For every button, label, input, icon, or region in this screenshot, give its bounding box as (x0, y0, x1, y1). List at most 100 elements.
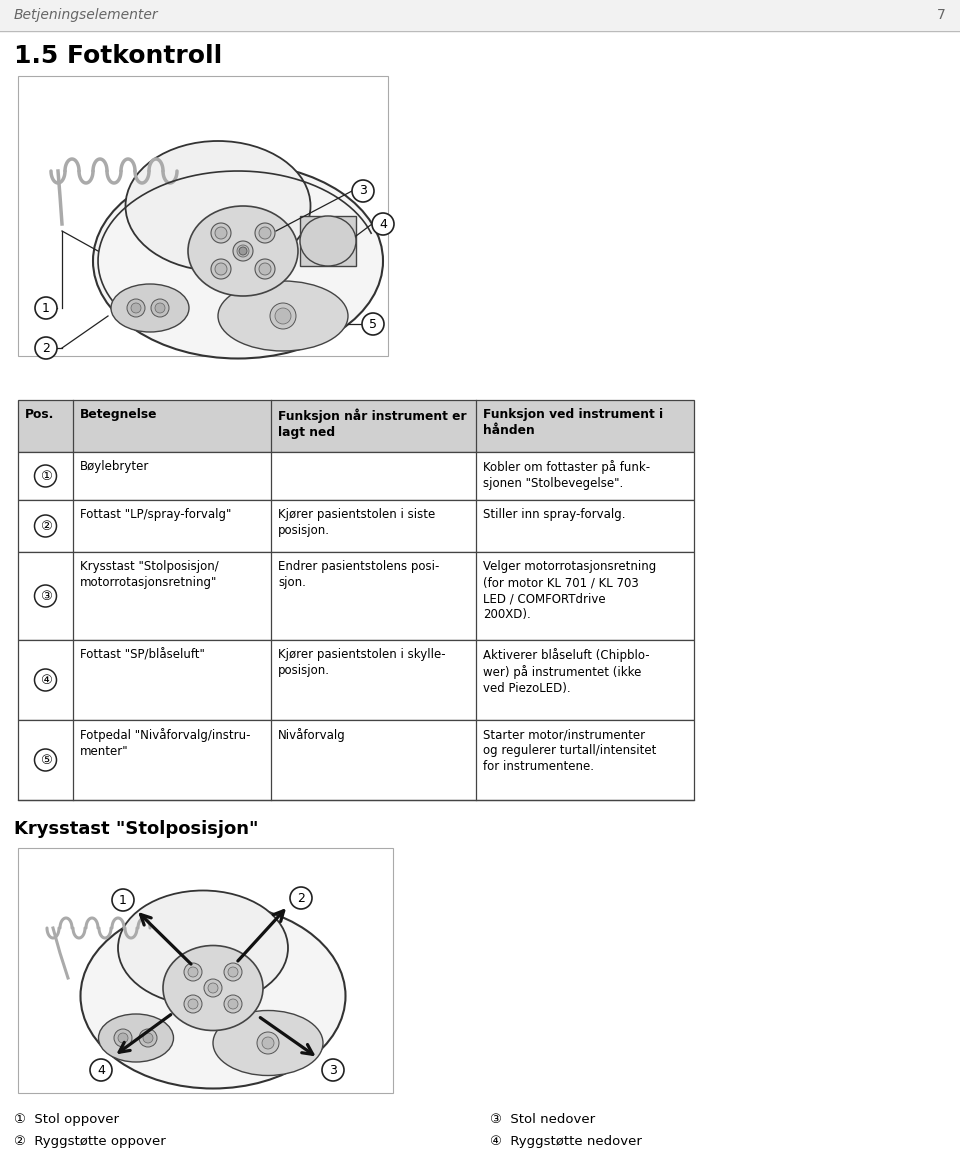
Bar (18, 452, 694, 500)
Text: ①: ① (39, 470, 52, 483)
Circle shape (188, 999, 198, 1009)
Ellipse shape (188, 206, 298, 296)
Circle shape (228, 967, 238, 977)
Text: 1.5 Fotkontroll: 1.5 Fotkontroll (14, 44, 223, 68)
Circle shape (35, 669, 57, 691)
Bar (300, 216, 356, 266)
Circle shape (224, 995, 242, 1013)
Circle shape (112, 888, 134, 911)
Text: Krysstast "Stolposisjon/
motorrotasjonsretning": Krysstast "Stolposisjon/ motorrotasjonsr… (80, 560, 219, 589)
Circle shape (35, 515, 57, 538)
Text: ①  Stol oppover: ① Stol oppover (14, 1114, 119, 1126)
Circle shape (290, 887, 312, 909)
Circle shape (35, 749, 57, 771)
Ellipse shape (93, 163, 383, 358)
Text: ③: ③ (39, 590, 52, 603)
Text: Kobler om fottaster på funk-
sjonen "Stolbevegelse".: Kobler om fottaster på funk- sjonen "Sto… (483, 461, 650, 490)
Circle shape (188, 967, 198, 977)
Bar (18, 552, 694, 640)
Circle shape (143, 1033, 153, 1044)
Text: Fottast "LP/spray-forvalg": Fottast "LP/spray-forvalg" (80, 508, 231, 521)
Circle shape (114, 1030, 132, 1047)
Text: Kjører pasientstolen i skylle-
posisjon.: Kjører pasientstolen i skylle- posisjon. (278, 648, 445, 677)
Ellipse shape (300, 216, 356, 266)
Ellipse shape (213, 1011, 323, 1075)
Circle shape (35, 297, 57, 319)
Circle shape (322, 1059, 344, 1081)
Text: 4: 4 (379, 218, 387, 231)
Text: Aktiverer blåseluft (Chipblo-
wer) på instrumentet (ikke
ved PiezoLED).: Aktiverer blåseluft (Chipblo- wer) på in… (483, 648, 650, 695)
Circle shape (184, 995, 202, 1013)
Circle shape (151, 298, 169, 317)
Circle shape (255, 223, 275, 243)
Circle shape (127, 298, 145, 317)
Ellipse shape (218, 281, 348, 351)
Text: Bøylebryter: Bøylebryter (80, 461, 150, 473)
Text: Fottast "SP/blåseluft": Fottast "SP/blåseluft" (80, 648, 204, 661)
Text: Nivåforvalg: Nivåforvalg (278, 728, 346, 742)
Text: 2: 2 (297, 892, 305, 905)
Text: Endrer pasientstolens posi-
sjon.: Endrer pasientstolens posi- sjon. (278, 560, 440, 589)
Text: Stiller inn spray-forvalg.: Stiller inn spray-forvalg. (483, 508, 626, 521)
Bar (18, 76, 388, 356)
Bar (18, 640, 694, 719)
Text: 3: 3 (329, 1063, 337, 1076)
Text: Pos.: Pos. (25, 408, 55, 421)
Text: 7: 7 (937, 8, 946, 22)
Circle shape (259, 227, 271, 239)
Circle shape (257, 1032, 279, 1054)
Text: ②  Ryggstøtte oppover: ② Ryggstøtte oppover (14, 1135, 166, 1149)
Circle shape (275, 308, 291, 324)
Circle shape (211, 223, 231, 243)
Text: 5: 5 (369, 317, 377, 330)
Circle shape (262, 1037, 274, 1049)
Circle shape (362, 312, 384, 335)
Ellipse shape (81, 904, 346, 1089)
Circle shape (352, 180, 374, 202)
Bar (18, 719, 694, 800)
Circle shape (35, 585, 57, 607)
Circle shape (228, 999, 238, 1009)
Text: Krysstast "Stolposisjon": Krysstast "Stolposisjon" (14, 820, 258, 838)
Circle shape (208, 983, 218, 993)
Text: ②: ② (39, 520, 52, 533)
Text: Kjører pasientstolen i siste
posisjon.: Kjører pasientstolen i siste posisjon. (278, 508, 435, 538)
Text: ③  Stol nedover: ③ Stol nedover (490, 1114, 595, 1126)
Circle shape (237, 245, 249, 257)
Circle shape (90, 1059, 112, 1081)
Bar (0, 0, 960, 30)
Text: 1: 1 (42, 302, 50, 315)
Bar (18, 400, 694, 452)
Text: Starter motor/instrumenter
og regulerer turtall/intensitet
for instrumentene.: Starter motor/instrumenter og regulerer … (483, 728, 657, 773)
Circle shape (155, 303, 165, 312)
Circle shape (239, 247, 247, 255)
Ellipse shape (118, 891, 288, 1005)
Circle shape (118, 1033, 128, 1044)
Text: 3: 3 (359, 184, 367, 197)
Ellipse shape (163, 946, 263, 1031)
Text: Betjeningselementer: Betjeningselementer (14, 8, 158, 22)
Text: 2: 2 (42, 342, 50, 354)
Circle shape (184, 963, 202, 981)
Circle shape (270, 303, 296, 329)
Circle shape (215, 264, 227, 275)
Circle shape (35, 465, 57, 487)
Text: Betegnelse: Betegnelse (80, 408, 157, 421)
Text: ④  Ryggstøtte nedover: ④ Ryggstøtte nedover (490, 1135, 642, 1149)
Circle shape (255, 259, 275, 279)
Circle shape (259, 264, 271, 275)
Text: ⑤: ⑤ (39, 753, 52, 766)
Text: ④: ④ (39, 674, 52, 687)
Text: 4: 4 (97, 1063, 105, 1076)
Text: Funksjon når instrument er
lagt ned: Funksjon når instrument er lagt ned (278, 408, 467, 438)
Circle shape (139, 1030, 157, 1047)
Circle shape (224, 963, 242, 981)
Ellipse shape (99, 1014, 174, 1062)
Text: Fotpedal "Nivåforvalg/instru-
menter": Fotpedal "Nivåforvalg/instru- menter" (80, 728, 251, 758)
Text: 1: 1 (119, 893, 127, 906)
Text: Velger motorrotasjonsretning
(for motor KL 701 / KL 703
LED / COMFORTdrive
200XD: Velger motorrotasjonsretning (for motor … (483, 560, 657, 621)
Text: Funksjon ved instrument i
hånden: Funksjon ved instrument i hånden (483, 408, 663, 437)
Circle shape (131, 303, 141, 312)
Circle shape (233, 241, 253, 261)
Ellipse shape (111, 285, 189, 332)
